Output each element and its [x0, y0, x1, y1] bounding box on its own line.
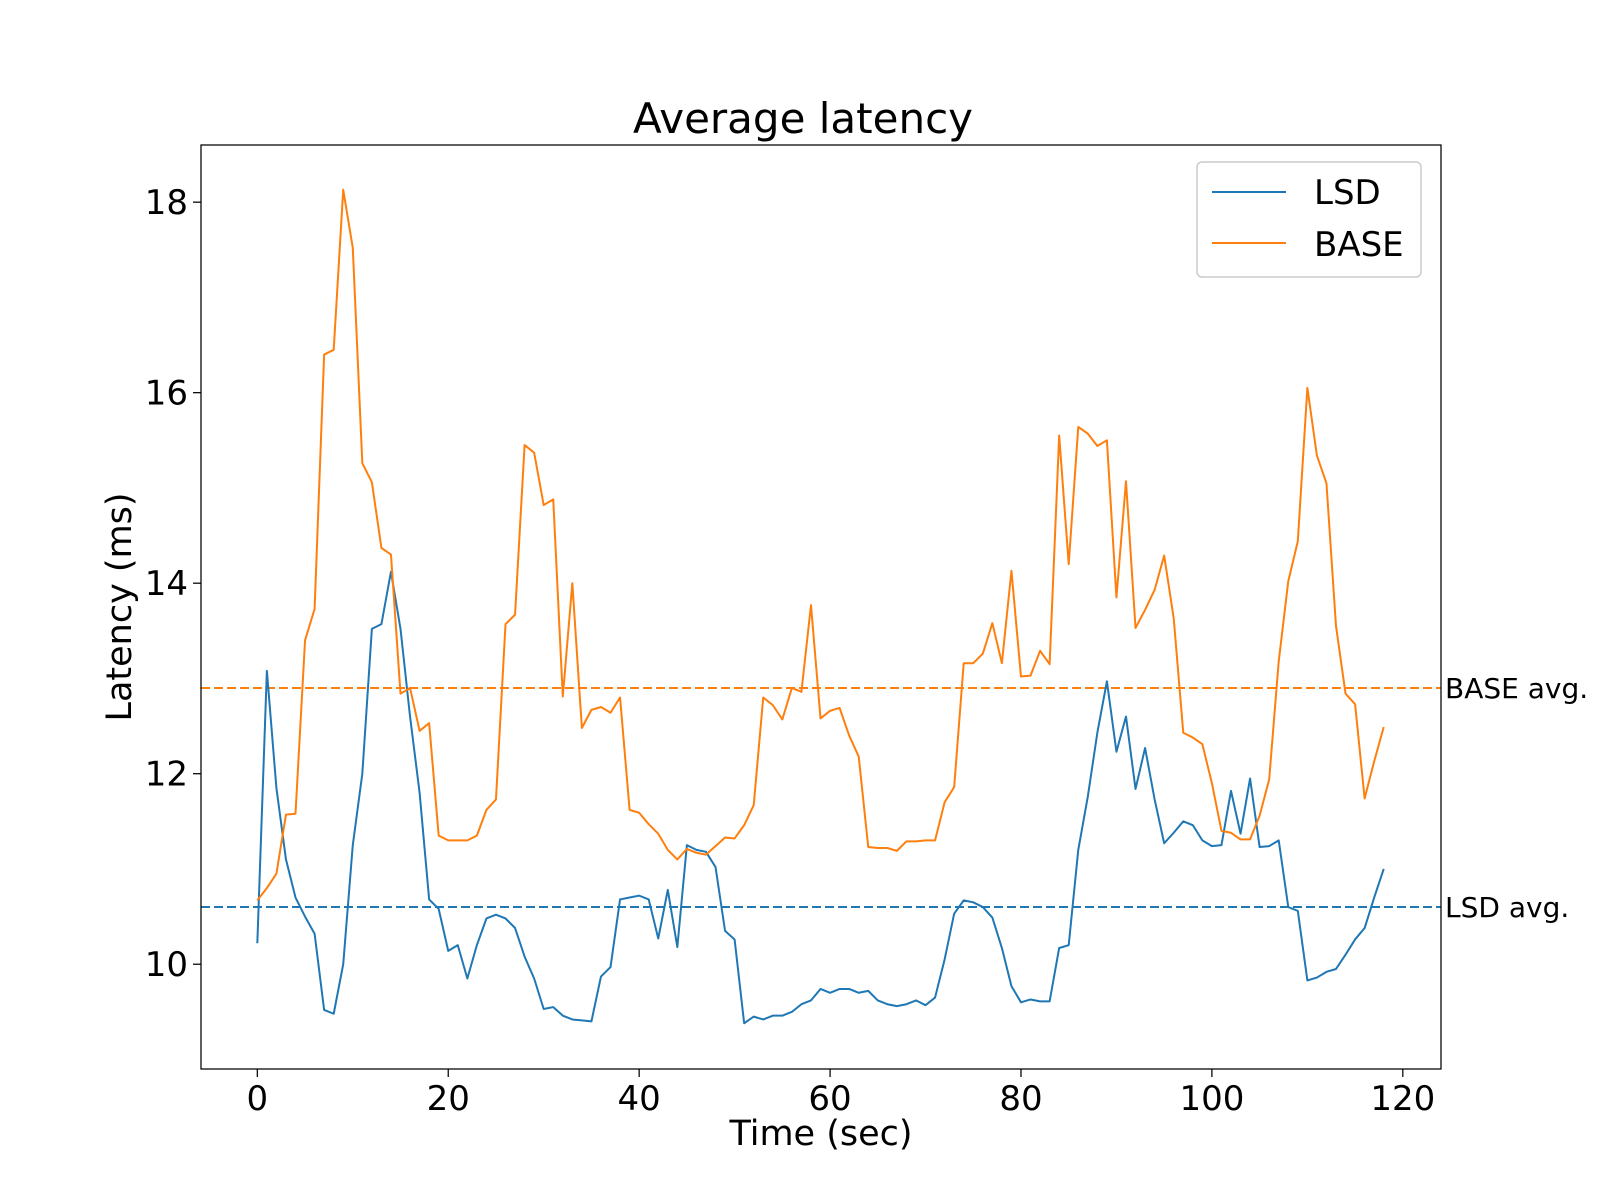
reference-lines: BASE avg. LSD avg.: [201, 672, 1588, 924]
x-tick-label: 60: [808, 1079, 851, 1119]
x-tick-label: 20: [427, 1079, 470, 1119]
series-line-base: [256, 188, 1385, 902]
y-tick-label: 14: [145, 564, 188, 604]
legend-label-base: BASE: [1314, 225, 1404, 265]
legend-box: [1196, 161, 1422, 278]
reference-label-lsd-avg: LSD avg.: [1445, 891, 1569, 924]
series-line-lsd: [256, 570, 1385, 1025]
y-axis-ticks: 10 12 14 16 18: [145, 183, 201, 985]
reference-label-base-avg: BASE avg.: [1445, 672, 1588, 705]
y-tick-label: 16: [145, 374, 188, 414]
y-tick-label: 18: [145, 183, 188, 223]
y-tick-label: 10: [145, 945, 188, 985]
x-tick-label: 0: [246, 1079, 268, 1119]
x-axis-label: Time (sec): [728, 1114, 912, 1154]
plot-area-frame: [200, 144, 1442, 1070]
y-axis-label: Latency (ms): [100, 492, 140, 721]
chart-title: Average latency: [633, 94, 973, 143]
x-axis-ticks: 0 20 40 60 80 100 120: [246, 1069, 1435, 1119]
legend-label-lsd: LSD: [1314, 173, 1381, 213]
legend: LSD BASE: [1196, 161, 1422, 278]
y-tick-label: 12: [145, 755, 188, 795]
x-tick-label: 100: [1179, 1079, 1244, 1119]
x-tick-label: 80: [999, 1079, 1042, 1119]
x-tick-label: 120: [1370, 1079, 1435, 1119]
series-layer: [256, 188, 1385, 1025]
x-tick-label: 40: [618, 1079, 661, 1119]
